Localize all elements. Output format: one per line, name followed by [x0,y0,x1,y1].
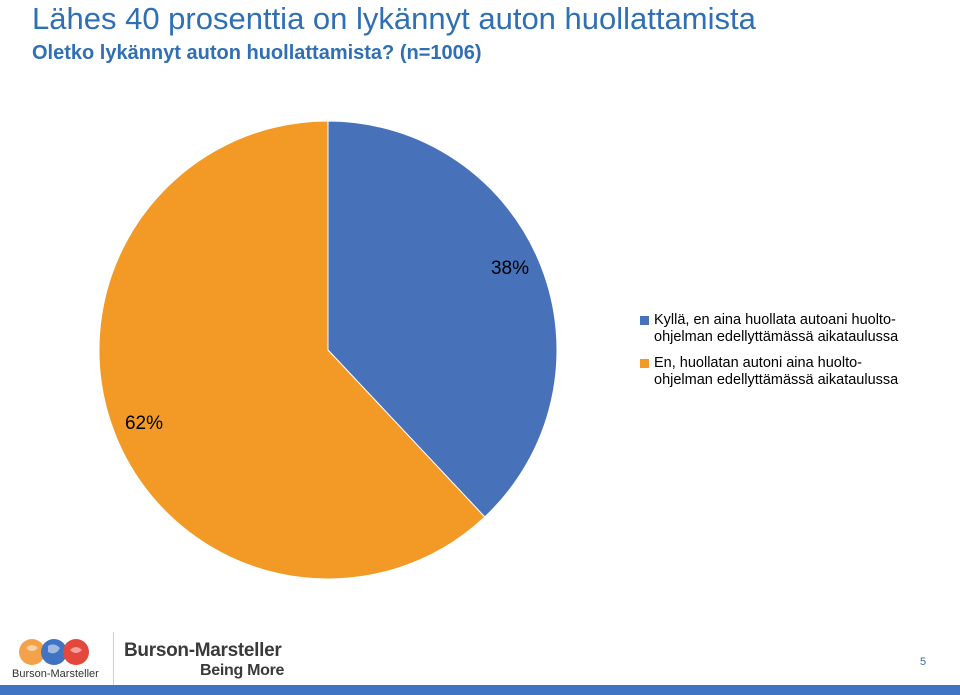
slice-data-label-2: 62% [125,413,163,434]
slice-data-label-1: 38% [491,258,529,279]
bottom-accent-bar [0,685,960,695]
logo-wordmark: Burson-Marsteller [12,668,99,680]
legend-label-yes: Kyllä, en aina huollata autoani huolto- … [654,312,899,345]
pie-chart: 38% 62% [98,120,558,580]
chart-legend: Kyllä, en aina huollata autoani huolto- … [640,312,940,398]
page-number: 5 [920,656,927,668]
brand-name: Burson-Marsteller [124,640,282,661]
page-title: Lähes 40 prosenttia on lykännyt auton hu… [32,1,756,36]
legend-item-no: En, huollatan autoni aina huolto- ohjelm… [640,355,940,389]
question-subtitle: Oletko lykännyt auton huollattamista? (n… [32,42,482,64]
pie-slice-2 [98,120,486,580]
brand-tagline: Being More [200,662,285,679]
footer: Burson-Marsteller Burson-Marsteller Bein… [0,620,960,695]
legend-item-yes: Kyllä, en aina huollata autoani huolto- … [640,312,940,346]
legend-swatch-no [640,359,649,368]
globe-logo-icon [19,639,89,665]
legend-swatch-yes [640,316,649,325]
pie-slice-1 [327,120,558,518]
legend-label-no: En, huollatan autoni aina huolto- ohjelm… [654,355,899,388]
footer-divider [113,632,114,690]
